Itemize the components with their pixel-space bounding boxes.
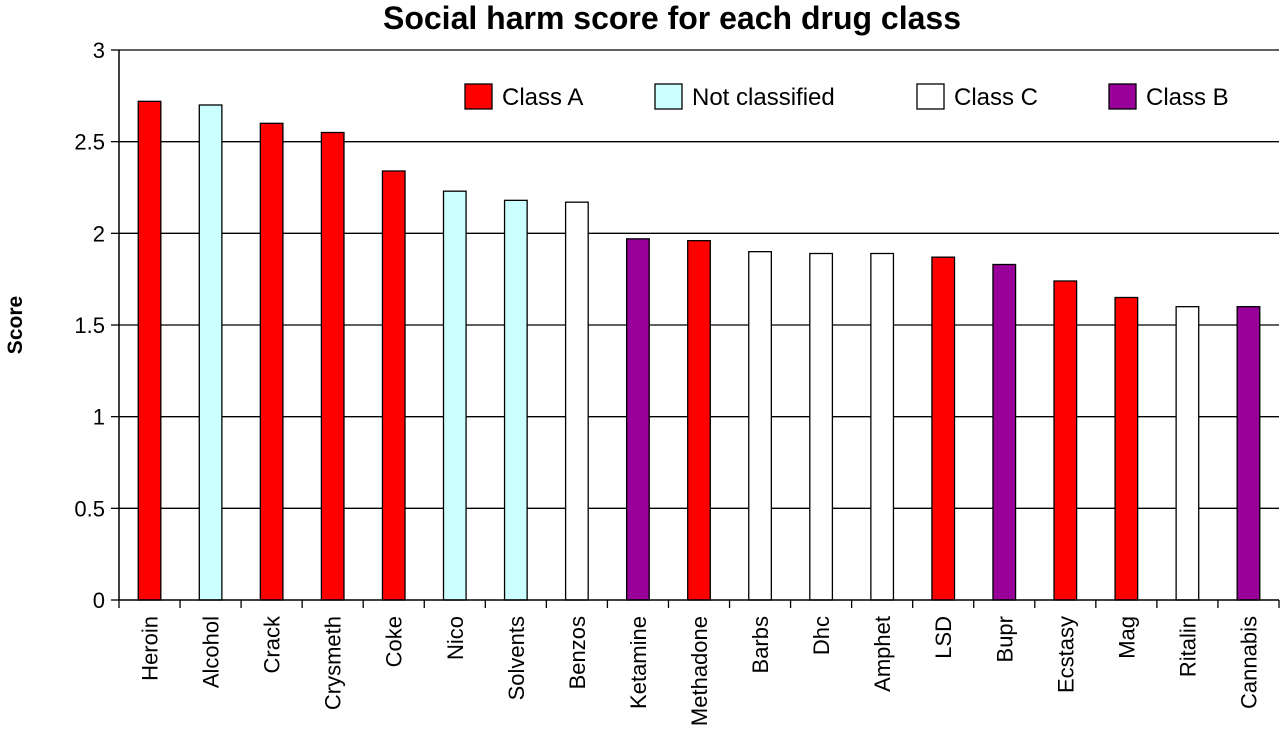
x-tick-label: Dhc bbox=[809, 616, 834, 655]
x-tick-label: Cannabis bbox=[1236, 616, 1261, 709]
x-tick-label: Crack bbox=[260, 615, 285, 673]
x-tick-label: LSD bbox=[931, 616, 956, 659]
bar-ritalin bbox=[1175, 306, 1200, 601]
x-tick-label: Benzos bbox=[565, 616, 590, 689]
bar-cannabis bbox=[1236, 306, 1261, 601]
legend: Class A Not classified Class C Class B bbox=[464, 83, 1229, 111]
legend-swatch bbox=[464, 83, 493, 110]
x-tick-label: Ecstasy bbox=[1053, 616, 1078, 693]
x-tick-label: Crysmeth bbox=[321, 616, 346, 710]
bar-amphet bbox=[870, 252, 895, 601]
y-tick-label: 3 bbox=[93, 38, 105, 63]
y-tick-label: 0 bbox=[93, 588, 105, 613]
x-tick-label: Barbs bbox=[748, 616, 773, 673]
y-tick-label: 0.5 bbox=[74, 496, 105, 521]
x-tick-label: Amphet bbox=[870, 616, 895, 692]
x-tick-label: Heroin bbox=[138, 616, 163, 681]
x-tick-label: Ketamine bbox=[626, 616, 651, 709]
legend-entry: Class A bbox=[502, 84, 583, 111]
y-axis-label: Score bbox=[4, 296, 27, 354]
bar-benzos bbox=[564, 201, 589, 601]
x-tick-label: Alcohol bbox=[199, 616, 224, 688]
legend-swatch bbox=[916, 83, 945, 110]
bar-nico bbox=[442, 190, 467, 601]
bar-bupr bbox=[992, 263, 1017, 601]
x-tick-label: Solvents bbox=[504, 616, 529, 700]
bar-lsd bbox=[931, 256, 956, 601]
legend-entry: Class C bbox=[954, 84, 1038, 111]
bar-mag bbox=[1114, 296, 1139, 601]
bar-heroin bbox=[137, 100, 162, 601]
legend-entry: Class B bbox=[1146, 84, 1229, 111]
chart-title: Social harm score for each drug class bbox=[383, 0, 961, 36]
x-tick-label: Methadone bbox=[687, 616, 712, 726]
x-tick-label: Mag bbox=[1114, 616, 1139, 659]
bar-dhc bbox=[809, 252, 834, 601]
x-tick-labels: Heroin Alcohol Crack Crysmeth Coke Nico Solven… bbox=[138, 615, 1262, 726]
y-tick-label: 2.5 bbox=[74, 130, 105, 155]
bar-alcohol bbox=[198, 104, 223, 601]
bar-coke bbox=[381, 170, 406, 601]
bar-methadone bbox=[687, 240, 711, 601]
y-tick-label: 2 bbox=[93, 221, 105, 246]
bar-crysmeth bbox=[320, 131, 345, 601]
bar-crack bbox=[259, 122, 284, 601]
axes bbox=[111, 49, 1280, 608]
y-tick-label: 1 bbox=[93, 405, 105, 430]
y-tick-label: 1.5 bbox=[74, 313, 105, 338]
legend-swatch bbox=[654, 83, 683, 110]
bar-solvents bbox=[503, 199, 528, 601]
x-tick-label: Bupr bbox=[992, 616, 1017, 662]
x-tick-label: Coke bbox=[382, 616, 407, 667]
bars bbox=[137, 100, 1261, 601]
y-tick-labels: 0 0.5 1 1.5 2 2.5 3 bbox=[74, 38, 105, 613]
x-tick-label: Ritalin bbox=[1175, 616, 1200, 677]
legend-swatch bbox=[1108, 83, 1137, 110]
bar-ketamine bbox=[626, 238, 650, 601]
bar-barbs bbox=[748, 251, 772, 601]
legend-entry: Not classified bbox=[692, 84, 835, 111]
x-tick-label: Nico bbox=[443, 616, 468, 660]
bar-ecstasy bbox=[1053, 280, 1078, 601]
